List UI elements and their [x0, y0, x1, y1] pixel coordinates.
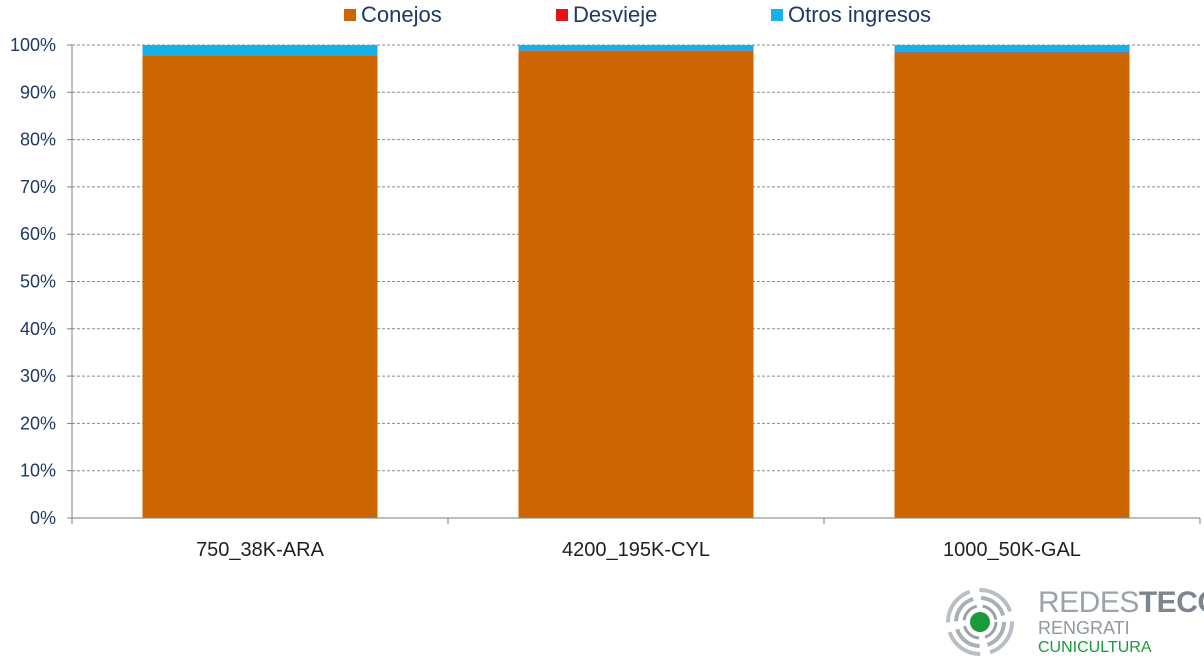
logo-tagline: CUNICULTURA: [1038, 639, 1152, 656]
bar-segment-otros-ingresos: [894, 45, 1130, 53]
y-tick-label: 90%: [20, 82, 56, 102]
x-axis-labels: 750_38K-ARA 4200_195K-CYL 1000_50K-GAL: [196, 539, 1081, 561]
x-tick-label: 4200_195K-CYL: [562, 539, 710, 561]
y-tick-label: 70%: [20, 177, 56, 197]
logo-brand: REDESTECO: [1038, 586, 1204, 619]
y-tick-label: 40%: [20, 319, 56, 339]
y-tick-label: 50%: [20, 272, 56, 292]
bars: [142, 45, 1130, 519]
legend-swatch: [556, 9, 568, 21]
y-tick-label: 100%: [10, 35, 56, 55]
logo: REDESTECO RENGRATI CUNICULTURA: [938, 584, 1204, 658]
legend-item: Desvieje: [556, 2, 657, 27]
bar-segment-conejos: [142, 55, 378, 519]
logo-mark-icon: [946, 588, 1014, 656]
axes: [67, 44, 1201, 524]
y-tick-label: 20%: [20, 413, 56, 433]
legend-swatch: [771, 9, 783, 21]
y-tick-label: 0%: [30, 508, 56, 528]
y-tick-label: 10%: [20, 461, 56, 481]
bar-segment-conejos: [894, 53, 1130, 518]
legend-label: Conejos: [361, 2, 442, 27]
y-tick-label: 60%: [20, 224, 56, 244]
bar-segment-conejos: [518, 51, 754, 519]
x-tick-label: 750_38K-ARA: [196, 539, 325, 561]
logo-subtitle: RENGRATI: [1038, 618, 1130, 638]
x-tick-label: 1000_50K-GAL: [943, 539, 1081, 561]
legend-item: Otros ingresos: [771, 2, 931, 27]
y-tick-label: 30%: [20, 366, 56, 386]
y-axis-ticks: 0% 10% 20% 30% 40% 50% 60% 70% 80% 90% 100%: [10, 35, 56, 528]
legend-swatch: [344, 9, 356, 21]
bar-segment-otros-ingresos: [142, 45, 378, 56]
bar-segment-otros-ingresos: [518, 45, 754, 51]
legend: Conejos Desvieje Otros ingresos: [344, 2, 931, 27]
y-tick-label: 80%: [20, 130, 56, 150]
legend-label: Desvieje: [573, 2, 657, 27]
legend-label: Otros ingresos: [788, 2, 931, 27]
legend-item: Conejos: [344, 2, 442, 27]
